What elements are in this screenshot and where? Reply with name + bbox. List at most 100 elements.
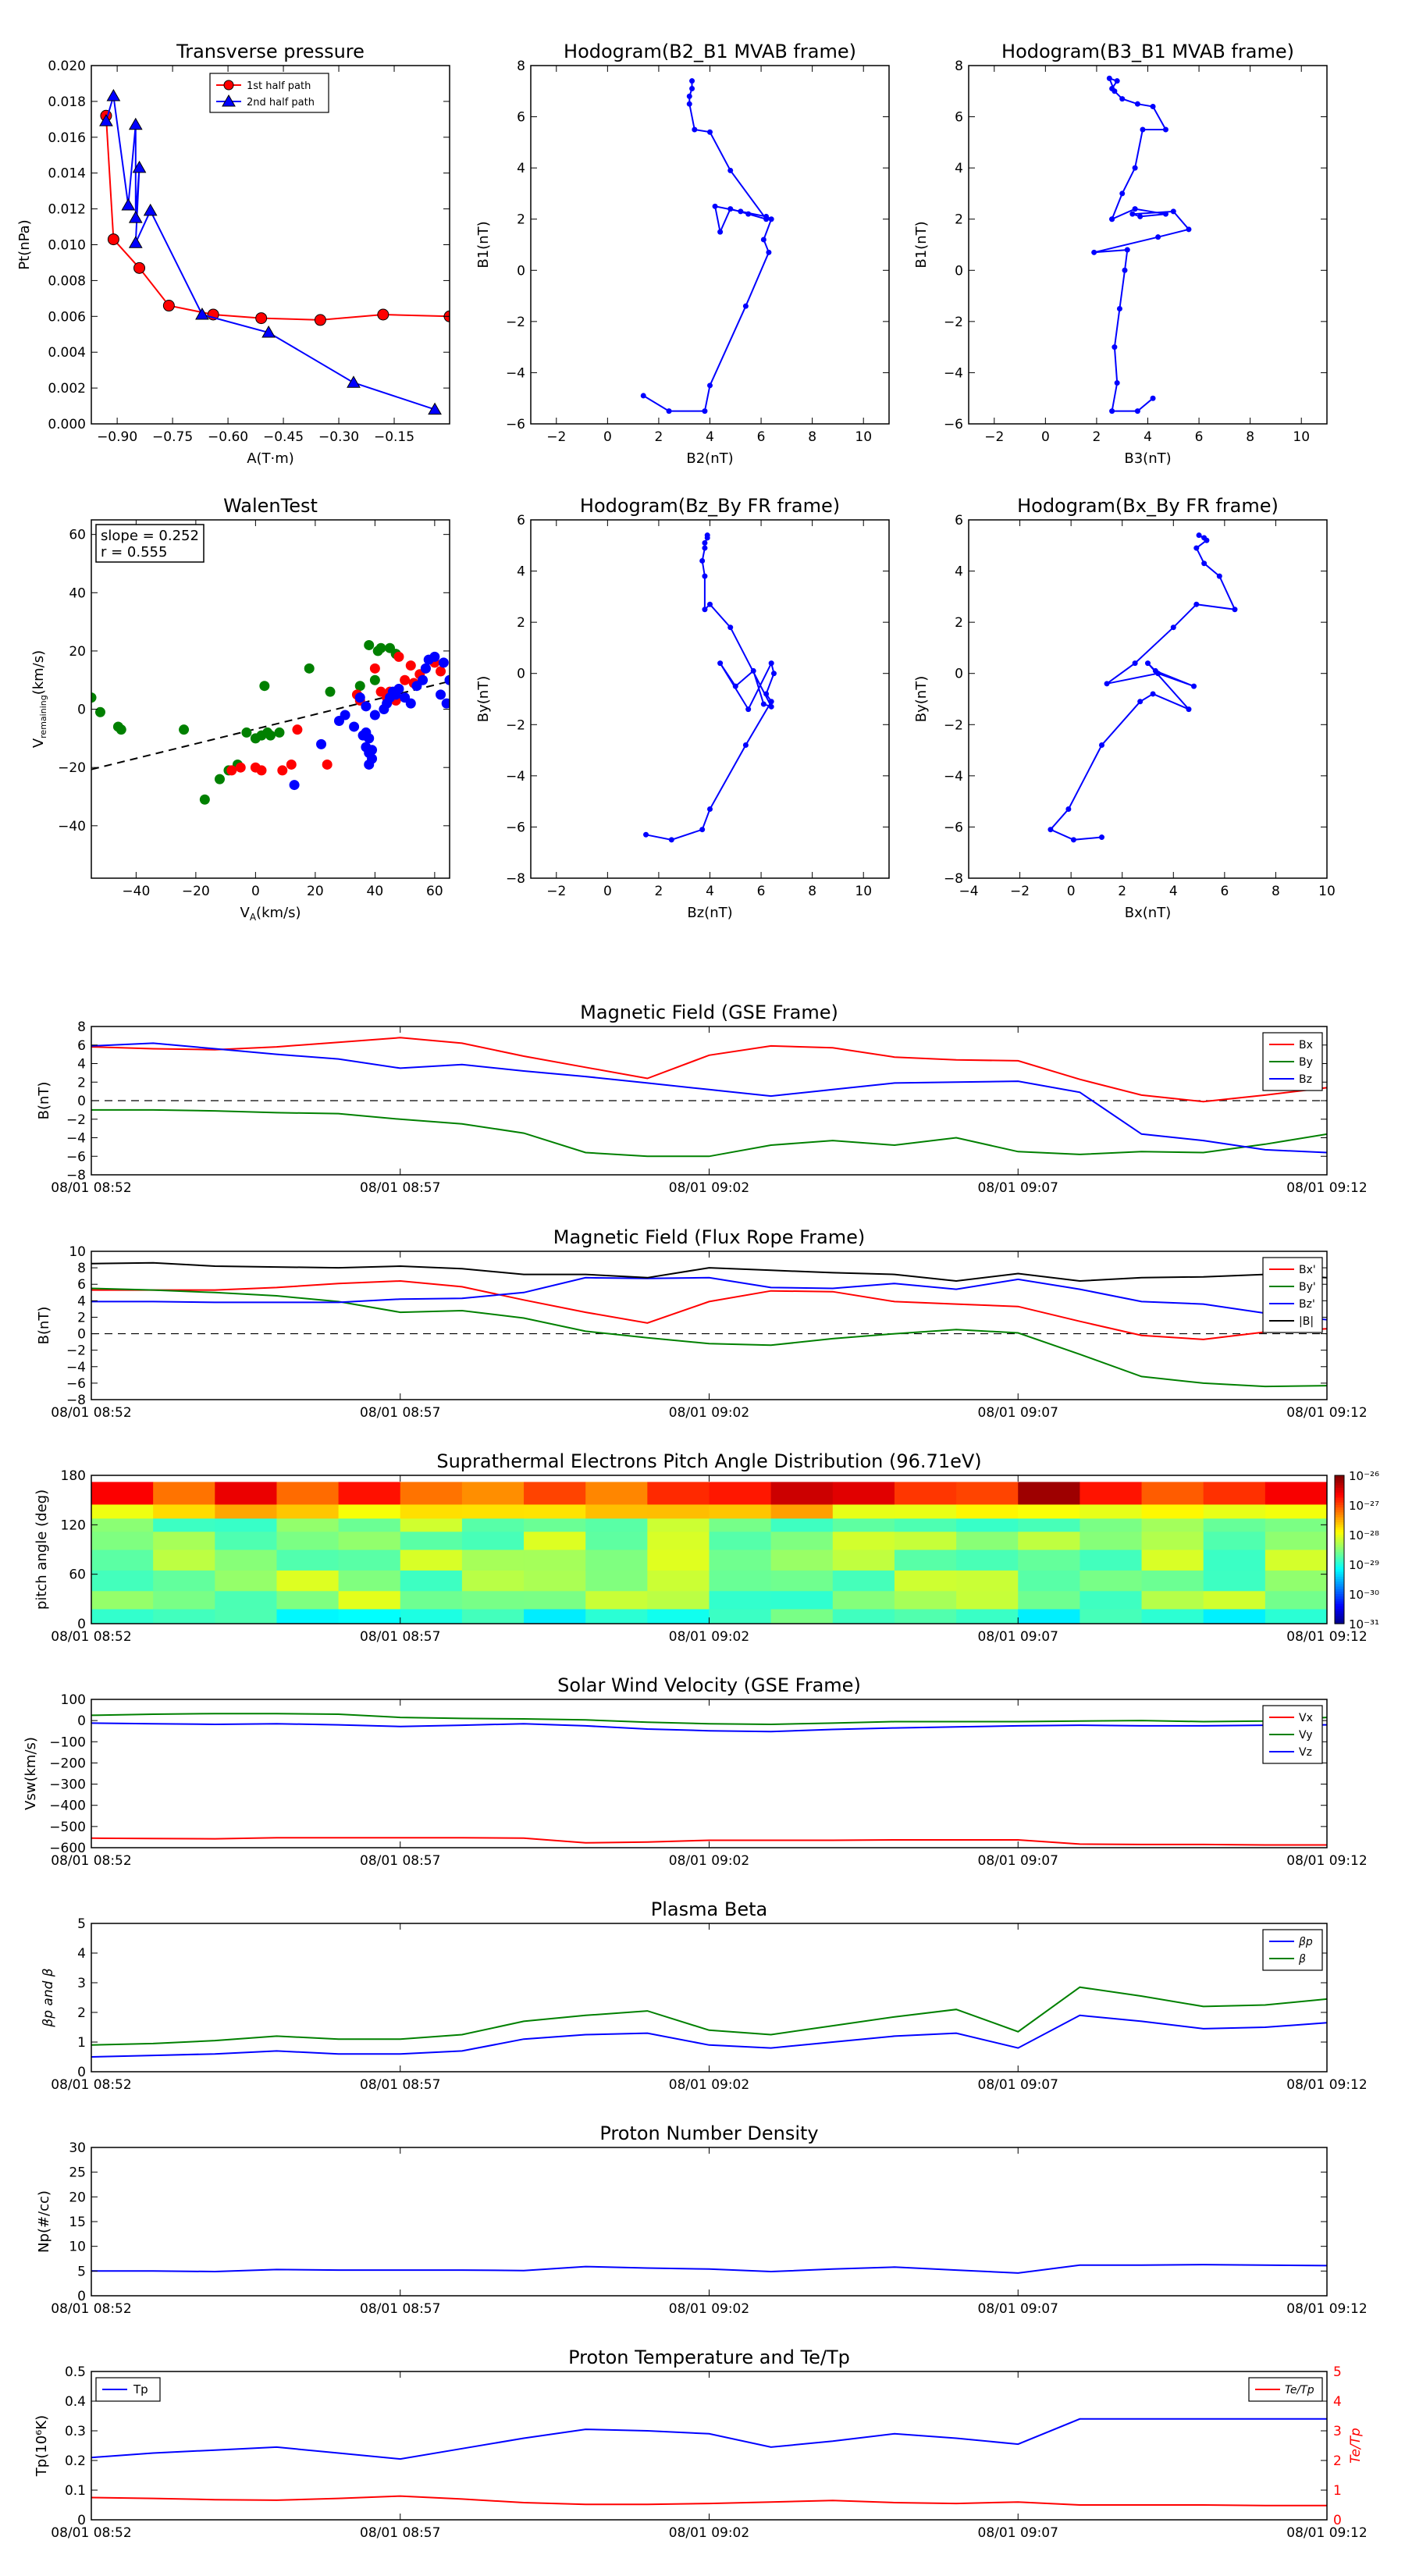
heat-cell xyxy=(956,1503,1019,1519)
data-point xyxy=(643,831,649,838)
heat-cell xyxy=(709,1517,772,1532)
legend-label: Vz xyxy=(1299,1746,1312,1759)
colorbar-segment xyxy=(1335,1544,1344,1548)
data-point xyxy=(1119,96,1126,102)
y-tick-label: 40 xyxy=(69,585,86,601)
data-point xyxy=(1150,103,1156,109)
y-tick-label: 5 xyxy=(1333,2364,1342,2380)
data-point xyxy=(429,651,440,662)
colorbar-segment xyxy=(1335,1475,1344,1478)
y-axis-label: B1(nT) xyxy=(475,221,492,268)
y-tick-label: 0.006 xyxy=(48,309,86,325)
data-point xyxy=(261,325,276,338)
data-point xyxy=(1137,699,1144,705)
heat-cell xyxy=(647,1570,710,1592)
x-tick-label: 08/01 08:57 xyxy=(360,1629,440,1645)
data-point xyxy=(106,89,121,101)
colorbar-segment xyxy=(1335,1621,1344,1624)
data-point xyxy=(727,624,734,631)
heat-cell xyxy=(91,1570,154,1592)
heat-cell xyxy=(1080,1550,1143,1571)
heat-cell xyxy=(215,1517,277,1532)
colorbar-segment xyxy=(1335,1567,1344,1570)
y-tick-label: 0 xyxy=(955,263,963,279)
y-tick-label: −4 xyxy=(506,769,525,785)
colorbar-segment xyxy=(1335,1478,1344,1481)
colorbar-segment xyxy=(1335,1485,1344,1489)
data-point xyxy=(1114,78,1120,84)
heat-cell xyxy=(770,1482,834,1505)
legend-box xyxy=(1262,1929,1323,1971)
data-point xyxy=(763,216,770,222)
data-point xyxy=(354,692,365,703)
colorbar-segment xyxy=(1335,1505,1344,1508)
heat-cell xyxy=(524,1503,586,1519)
heat-cell xyxy=(461,1609,525,1624)
data-point xyxy=(640,393,646,399)
heat-cell xyxy=(1203,1482,1266,1505)
heat-cell xyxy=(91,1482,154,1505)
y-axis-label: Tp(10⁶K) xyxy=(34,2415,50,2477)
heat-cell xyxy=(91,1503,154,1519)
heat-cell xyxy=(1141,1517,1204,1532)
colorbar-segment xyxy=(1335,1606,1344,1610)
series-line xyxy=(1049,534,1236,841)
y-tick-label: 6 xyxy=(955,110,963,126)
data-point xyxy=(364,639,375,650)
heat-cell xyxy=(647,1503,710,1519)
y-tick-label: 0 xyxy=(77,2065,86,2080)
data-point xyxy=(1129,211,1136,217)
x-tick-label: 8 xyxy=(1272,884,1280,899)
x-axis-label: A(T·m) xyxy=(247,450,294,467)
y-tick-label: −4 xyxy=(944,769,963,785)
colorbar-segment xyxy=(1335,1582,1344,1585)
chart-title: Hodogram(B3_B1 MVAB frame) xyxy=(1001,41,1294,62)
heat-cell xyxy=(1080,1503,1143,1519)
data-point xyxy=(289,780,300,791)
data-point xyxy=(314,314,326,326)
heat-cell xyxy=(524,1609,586,1624)
data-point xyxy=(1109,408,1115,415)
data-point xyxy=(94,706,105,717)
data-point xyxy=(418,674,429,685)
annotation-box xyxy=(95,524,205,563)
y-tick-label: −100 xyxy=(49,1735,86,1750)
data-point xyxy=(128,117,143,130)
colorbar-segment xyxy=(1335,1611,1344,1614)
colorbar-segment xyxy=(1335,1609,1344,1612)
data-point xyxy=(132,160,147,173)
y-tick-label: 0 xyxy=(77,2513,86,2528)
heat-cell xyxy=(524,1531,586,1550)
y-tick-label: −2 xyxy=(506,315,525,330)
data-point xyxy=(738,208,744,215)
data-point xyxy=(727,167,734,173)
chart-title: Hodogram(Bx_By FR frame) xyxy=(1017,495,1279,517)
colorbar-frame xyxy=(1334,1475,1345,1624)
plot-area xyxy=(91,639,450,805)
heat-cell xyxy=(338,1590,401,1610)
data-point xyxy=(1162,126,1168,133)
data-point xyxy=(707,601,713,607)
y-tick-label: −20 xyxy=(58,760,86,776)
data-point xyxy=(702,540,708,546)
y-tick-label: 4 xyxy=(517,161,525,176)
heat-cell xyxy=(276,1482,340,1505)
y-tick-label: 0 xyxy=(77,2289,86,2304)
heat-cell xyxy=(153,1590,215,1610)
y-axis-label: B1(nT) xyxy=(913,221,930,268)
heat-cell xyxy=(832,1531,895,1550)
y-tick-label: −4 xyxy=(66,1360,86,1375)
heat-cell xyxy=(832,1550,895,1571)
data-point xyxy=(222,94,236,107)
data-point xyxy=(347,375,361,388)
data-point xyxy=(689,86,695,92)
data-point xyxy=(340,710,350,720)
data-point xyxy=(128,236,143,248)
data-point xyxy=(226,765,237,776)
colorbar-segment xyxy=(1335,1589,1344,1592)
panel-pt: Transverse pressure−0.90 −0.75 −0.60 −0.45−… xyxy=(16,41,450,467)
series-line xyxy=(91,1837,1327,1846)
heat-cell xyxy=(894,1482,957,1505)
heat-cell xyxy=(400,1517,463,1532)
